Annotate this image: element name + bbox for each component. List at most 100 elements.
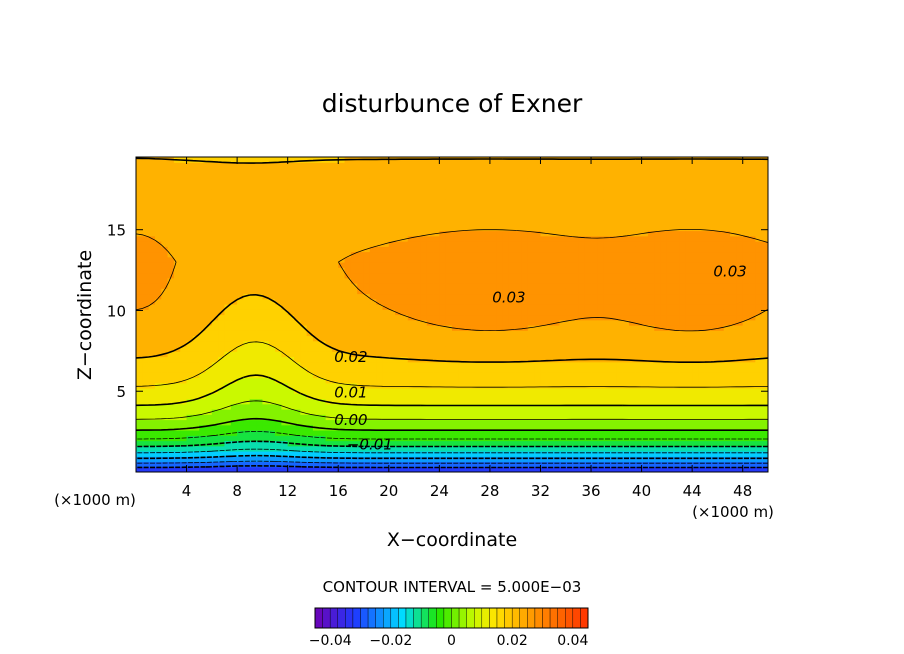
heat-cell [610, 214, 617, 221]
heat-cell [357, 424, 365, 431]
heat-cell [287, 361, 295, 368]
heat-cell [439, 430, 447, 436]
heat-cell [136, 419, 143, 426]
heat-cell [426, 419, 434, 426]
heat-cell [300, 403, 308, 410]
heat-cell [148, 220, 156, 226]
heat-cell [249, 188, 257, 195]
heat-cell [483, 435, 491, 442]
heat-cell [521, 451, 529, 457]
heat-cell [249, 414, 257, 421]
heat-cell [591, 199, 598, 205]
heat-cell [553, 445, 561, 452]
heat-cell [237, 430, 245, 436]
heat-cell [211, 293, 219, 300]
heat-cell [477, 351, 485, 358]
heat-cell [300, 445, 308, 452]
heat-cell [211, 409, 219, 415]
heat-cell [281, 461, 289, 468]
heat-cell [477, 220, 485, 226]
heat-cell [382, 262, 390, 268]
heat-cell [654, 319, 662, 326]
heat-cell [344, 183, 352, 190]
heat-cell [578, 393, 586, 400]
heat-cell [572, 403, 579, 410]
heat-cell [414, 199, 421, 205]
heat-cell [173, 209, 181, 216]
heat-cell [218, 183, 226, 190]
heat-cell [268, 435, 276, 442]
heat-cell [452, 430, 459, 436]
heat-cell [199, 335, 207, 342]
heat-cell [458, 319, 466, 326]
heat-cell [300, 246, 308, 253]
heat-cell [426, 430, 434, 436]
heat-cell [502, 424, 510, 431]
heat-cell [161, 277, 169, 284]
heat-cell [262, 209, 270, 216]
heat-cell [559, 283, 567, 289]
heat-cell [325, 199, 333, 205]
heat-cell [439, 235, 447, 242]
heat-cell [527, 256, 535, 263]
heat-cell [319, 214, 327, 221]
heat-cell [312, 193, 320, 200]
heat-cell [262, 388, 270, 394]
heat-cell [635, 304, 643, 310]
heat-cell [344, 172, 352, 179]
heat-cell [470, 414, 478, 421]
heat-cell [180, 225, 188, 232]
heat-cell [647, 377, 655, 384]
heat-cell [249, 351, 257, 358]
heat-cell [647, 283, 655, 289]
heat-cell [186, 388, 194, 394]
heat-cell [363, 445, 371, 452]
heat-cell [161, 167, 169, 174]
heat-cell [325, 388, 333, 394]
heat-cell [287, 398, 295, 405]
heat-cell [218, 340, 226, 347]
heat-cell [205, 230, 213, 237]
heat-cell [628, 409, 636, 415]
heat-cell [452, 351, 459, 358]
heat-cell [426, 372, 434, 379]
heat-cell [186, 382, 194, 389]
heat-cell [591, 361, 598, 368]
heat-cell [205, 283, 213, 289]
heat-cell [325, 456, 333, 463]
heat-cell [578, 230, 586, 237]
heat-cell [230, 456, 238, 463]
heat-cell [230, 167, 238, 174]
heat-cell [319, 298, 327, 305]
heat-cell [610, 188, 617, 195]
heat-cell [565, 262, 573, 268]
heat-cell [654, 377, 662, 384]
heat-cell [256, 167, 263, 174]
heat-cell [331, 409, 339, 415]
heat-cell [572, 319, 579, 326]
heat-cell [312, 246, 320, 253]
heat-cell [433, 346, 440, 352]
heat-cell [527, 277, 535, 284]
heat-cell [502, 172, 510, 179]
heat-cell [597, 172, 605, 179]
heat-cell [477, 466, 485, 472]
heat-cell [496, 162, 504, 169]
heat-cell [414, 430, 421, 436]
heat-cell [458, 288, 466, 295]
heat-cell [401, 440, 409, 447]
heat-cell [616, 393, 624, 400]
heat-cell [357, 325, 365, 331]
heat-cell [319, 440, 327, 447]
heat-cell [565, 372, 573, 379]
heat-cell [433, 309, 440, 316]
heat-cell [470, 304, 478, 310]
heat-cell [186, 220, 194, 226]
heat-cell [635, 172, 643, 179]
heat-cell [262, 451, 270, 457]
heat-cell [635, 440, 643, 447]
heat-cell [401, 319, 409, 326]
heat-cell [376, 319, 384, 326]
heat-cell [445, 246, 453, 253]
heat-cell [502, 209, 510, 216]
